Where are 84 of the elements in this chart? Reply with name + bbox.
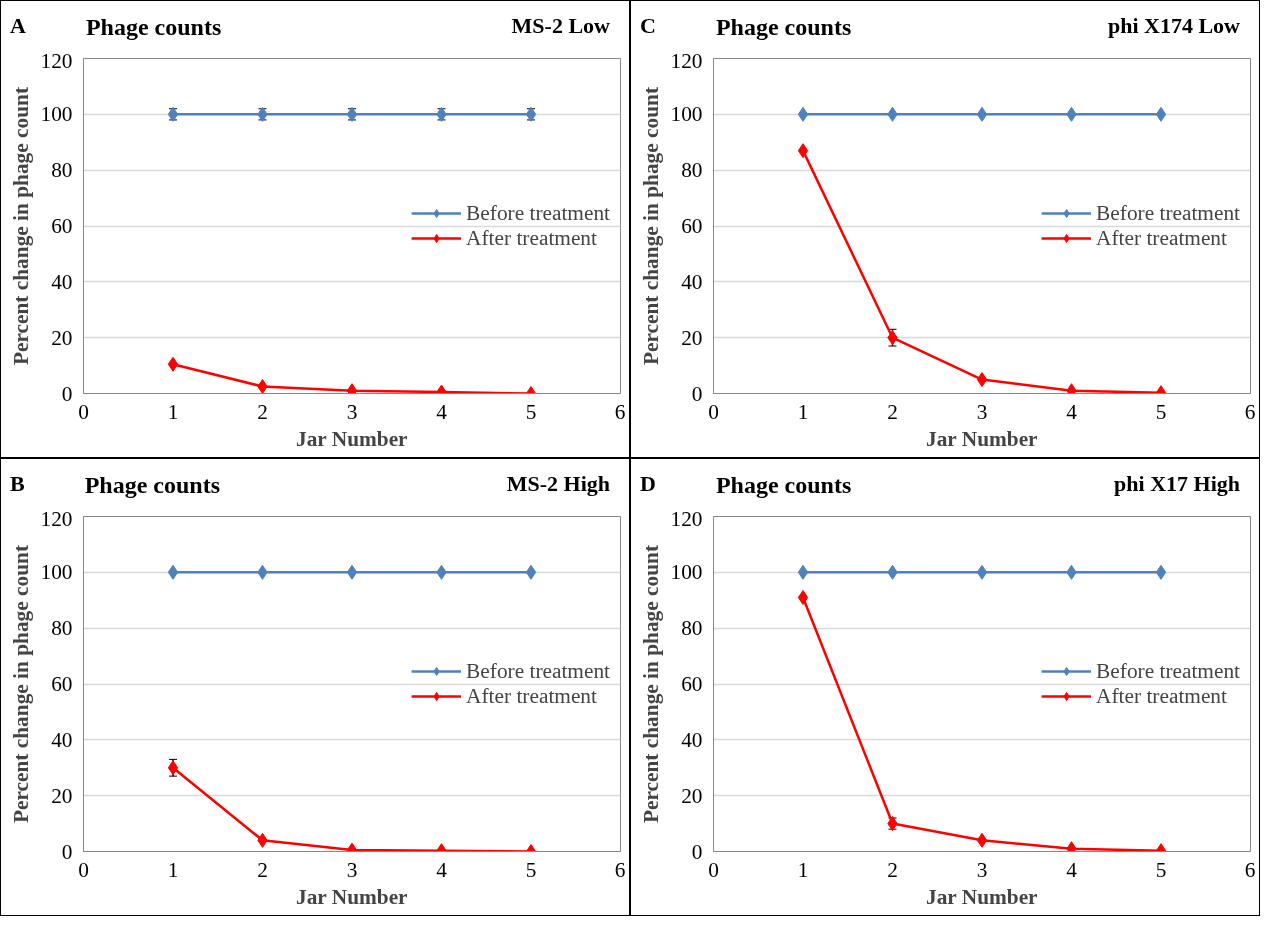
y-tick-label: 40: [51, 727, 73, 752]
x-axis-title: Jar Number: [926, 884, 1039, 909]
chart-title: Phage counts: [85, 13, 222, 42]
x-tick-label: 6: [614, 399, 626, 424]
y-tick-label: 120: [40, 48, 73, 73]
x-tick-label: 5: [525, 857, 537, 882]
y-tick-label: 40: [681, 727, 703, 752]
legend-label: Before treatment: [1096, 200, 1240, 226]
y-tick-label: 60: [681, 214, 703, 238]
y-tick-label: 80: [681, 158, 703, 183]
chart-subtitle: phi X174 Low: [1107, 12, 1240, 40]
x-tick-label: 3: [976, 399, 988, 424]
x-tick-label: 5: [1155, 857, 1167, 882]
x-tick-label: 1: [797, 399, 809, 424]
text: C: [640, 12, 656, 40]
y-tick-label: 0: [61, 381, 73, 406]
x-tick-label: 2: [257, 399, 268, 424]
chart-subtitle: MS-2 Low: [511, 12, 610, 40]
y-tick-label: 100: [40, 560, 73, 585]
chart-title: Phage counts: [84, 471, 221, 500]
y-tick-label: 100: [670, 560, 703, 585]
x-tick-label: 1: [797, 857, 809, 882]
x-axis-title: Jar Number: [296, 426, 409, 451]
x-tick-label: 3: [346, 857, 358, 882]
chart-subtitle: MS-2 High: [506, 470, 610, 498]
chart-title: Phage counts: [715, 13, 852, 42]
text: A: [10, 12, 26, 40]
y-tick-label: 0: [691, 381, 703, 406]
y-tick-label: 120: [40, 506, 73, 531]
legend-label: After treatment: [466, 683, 597, 709]
y-tick-label: 20: [51, 783, 73, 808]
y-tick-label: 60: [51, 672, 73, 696]
x-tick-label: 4: [436, 399, 448, 424]
legend-label: Before treatment: [466, 200, 610, 226]
y-tick-label: 120: [670, 506, 703, 531]
legend-label: After treatment: [1096, 225, 1227, 251]
chart-title: Phage counts: [715, 471, 852, 500]
x-tick-label: 6: [1244, 399, 1256, 424]
y-axis-title: Percent change in phage count: [638, 86, 663, 366]
y-tick-label: 100: [40, 102, 73, 127]
x-tick-label: 3: [976, 857, 988, 882]
y-axis-title: Percent change in phage count: [8, 544, 33, 824]
x-tick-label: 6: [1244, 857, 1256, 882]
x-tick-label: 0: [708, 399, 719, 424]
x-tick-label: 0: [78, 857, 89, 882]
x-tick-label: 4: [1066, 857, 1078, 882]
x-tick-label: 0: [708, 857, 719, 882]
y-tick-label: 80: [681, 616, 703, 641]
legend-label: After treatment: [466, 225, 597, 251]
text: B: [10, 470, 25, 498]
x-tick-label: 2: [257, 857, 268, 882]
x-tick-label: 6: [614, 857, 626, 882]
x-tick-label: 0: [78, 399, 89, 424]
y-tick-label: 80: [51, 158, 73, 183]
chart-subtitle: phi X17 High: [1114, 470, 1240, 498]
y-tick-label: 60: [51, 214, 73, 238]
x-tick-label: 1: [167, 399, 179, 424]
y-tick-label: 0: [691, 839, 703, 864]
x-tick-label: 5: [525, 399, 537, 424]
y-tick-label: 60: [681, 672, 703, 696]
y-tick-label: 20: [51, 325, 73, 350]
legend-label: After treatment: [1096, 683, 1227, 709]
y-axis-title: Percent change in phage count: [638, 544, 663, 824]
x-tick-label: 2: [887, 857, 898, 882]
x-tick-label: 1: [167, 857, 179, 882]
y-tick-label: 120: [670, 48, 703, 73]
y-tick-label: 40: [51, 269, 73, 294]
x-tick-label: 5: [1155, 399, 1167, 424]
y-tick-label: 100: [670, 102, 703, 127]
x-tick-label: 4: [1066, 399, 1078, 424]
text: D: [640, 470, 656, 498]
y-axis-title: Percent change in phage count: [8, 86, 33, 366]
x-axis-title: Jar Number: [926, 426, 1039, 451]
x-tick-label: 3: [346, 399, 358, 424]
legend-label: Before treatment: [466, 658, 610, 684]
y-tick-label: 20: [681, 325, 703, 350]
y-tick-label: 80: [51, 616, 73, 641]
legend-label: Before treatment: [1096, 658, 1240, 684]
x-tick-label: 4: [436, 857, 448, 882]
x-axis-title: Jar Number: [296, 884, 409, 909]
y-tick-label: 20: [681, 783, 703, 808]
x-tick-label: 2: [887, 399, 898, 424]
y-tick-label: 40: [681, 269, 703, 294]
y-tick-label: 0: [61, 839, 73, 864]
